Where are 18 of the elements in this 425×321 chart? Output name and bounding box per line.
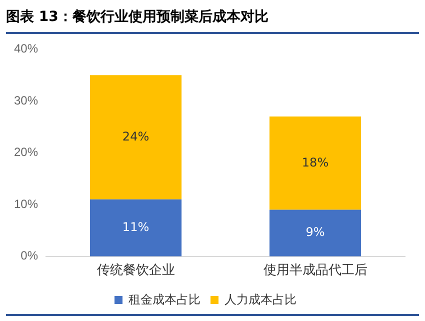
bar	[269, 116, 362, 210]
y-tick-label: 10%	[14, 196, 38, 211]
data-label: 18%	[302, 155, 329, 170]
y-tick-label: 40%	[14, 42, 38, 56]
y-tick-label: 0%	[20, 248, 38, 263]
legend-label: 人力成本占比	[224, 292, 296, 306]
x-tick-label: 使用半成品代工后	[263, 262, 368, 277]
data-label: 11%	[122, 220, 150, 234]
bar	[269, 210, 362, 256]
data-label: 9%	[306, 225, 325, 240]
bar	[90, 75, 182, 200]
legend-label: 租金成本占比	[128, 292, 200, 306]
x-tick-label: 传统餐饮企业	[96, 262, 175, 277]
bar	[90, 199, 182, 256]
y-tick-label: 20%	[14, 145, 38, 160]
y-tick-label: 30%	[14, 93, 38, 108]
chart-title: 图表 13：餐饮行业使用预制菜后成本对比	[6, 8, 419, 34]
data-label: 24%	[122, 129, 150, 144]
